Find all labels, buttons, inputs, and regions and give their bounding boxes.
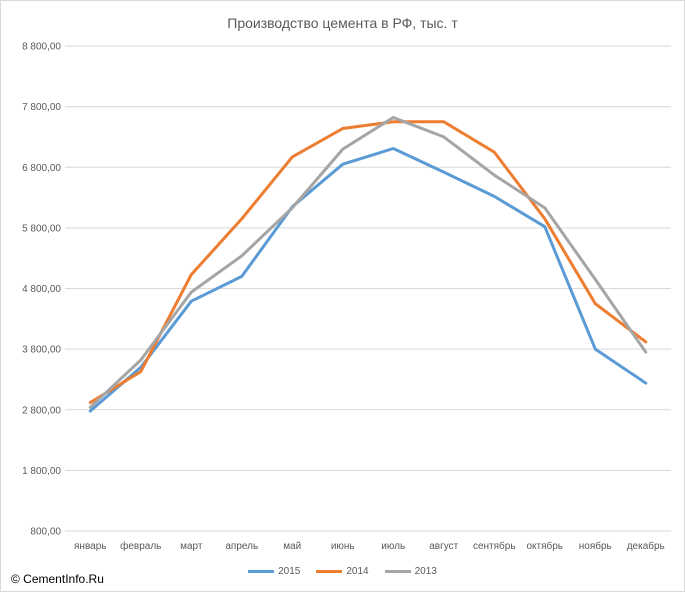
x-tick-label: апрель xyxy=(225,541,258,552)
x-tick-label: март xyxy=(180,541,203,552)
x-tick-label: октябрь xyxy=(526,540,563,552)
series-line-2013 xyxy=(88,116,648,409)
x-tick-label: ноябрь xyxy=(579,540,612,552)
x-tick-label: декабрь xyxy=(627,540,665,552)
legend-item-2015: 2015 xyxy=(248,566,300,577)
x-tick-label: февраль xyxy=(120,540,161,552)
y-tick-label: 2 800,00 xyxy=(22,405,61,416)
copyright-credit: © CementInfo.Ru xyxy=(11,572,104,586)
legend-label: 2013 xyxy=(414,566,437,577)
series-line-2015 xyxy=(88,147,648,413)
series-line-2014 xyxy=(88,120,648,404)
y-tick-label: 4 800,00 xyxy=(22,284,61,295)
y-tick-label: 6 800,00 xyxy=(22,163,61,174)
x-tick-label: май xyxy=(283,541,301,552)
legend-swatch xyxy=(384,570,411,573)
y-tick-label: 1 800,00 xyxy=(22,466,61,477)
chart-legend: 2015 2014 2013 xyxy=(1,566,684,577)
legend-swatch xyxy=(248,570,275,573)
y-tick-label: 5 800,00 xyxy=(22,223,61,234)
legend-swatch xyxy=(316,570,343,573)
y-tick-label: 7 800,00 xyxy=(22,102,61,113)
legend-label: 2015 xyxy=(278,566,301,577)
legend-item-2013: 2013 xyxy=(384,566,437,577)
x-tick-label: июль xyxy=(381,541,405,552)
x-tick-label: сентябрь xyxy=(473,540,516,552)
x-tick-label: январь xyxy=(74,541,106,552)
legend-item-2014: 2014 xyxy=(316,566,369,577)
y-tick-label: 3 800,00 xyxy=(22,345,61,356)
x-tick-label: июнь xyxy=(331,541,355,552)
chart-plot-area: 800,00 1 800,00 2 800,00 3 800,00 4 800,00 5 … xyxy=(22,42,671,552)
y-tick-label: 800,00 xyxy=(30,527,61,538)
y-tick-label: 8 800,00 xyxy=(22,42,61,53)
legend-label: 2014 xyxy=(346,566,369,577)
chart-title: Производство цемента в РФ, тыс. т xyxy=(227,15,458,31)
x-tick-label: август xyxy=(429,541,458,552)
